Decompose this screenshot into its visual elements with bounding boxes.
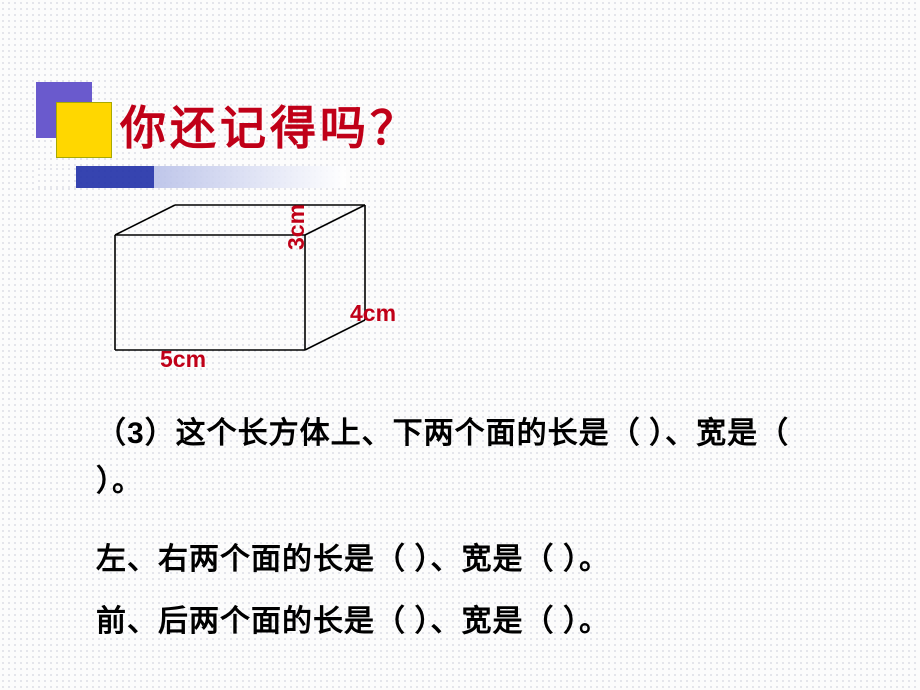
- page-title: 你还记得吗？: [120, 92, 420, 158]
- title-underline-bar: [36, 166, 346, 188]
- question-3: （3）这个长方体上、下两个面的长是（ ）、宽是（ ）。: [96, 410, 836, 506]
- q1-number: 3: [127, 417, 145, 450]
- dim-length-label: 5cm: [160, 346, 206, 373]
- dim-height-label: 3cm: [283, 204, 310, 250]
- slide-root: 你还记得吗？ 5cm 4cm 3cm （3）这个长方体上、下两个面的长是（ ）、…: [0, 0, 920, 690]
- cuboid-diagram: [110, 200, 390, 365]
- dim-width-label: 4cm: [350, 300, 396, 327]
- question-front-back: 前、后两个面的长是（ ）、宽是（ ）。: [96, 598, 876, 646]
- q1-paren-open: （: [96, 417, 127, 450]
- cuboid-svg: [110, 200, 390, 360]
- title-underline-notch: [36, 166, 76, 188]
- q1-text: ）这个长方体上、下两个面的长是（ ）、宽是（ ）。: [96, 417, 789, 498]
- question-left-right: 左、右两个面的长是（ ）、宽是（ ）。: [96, 536, 876, 584]
- yellow-square-icon: [56, 102, 112, 158]
